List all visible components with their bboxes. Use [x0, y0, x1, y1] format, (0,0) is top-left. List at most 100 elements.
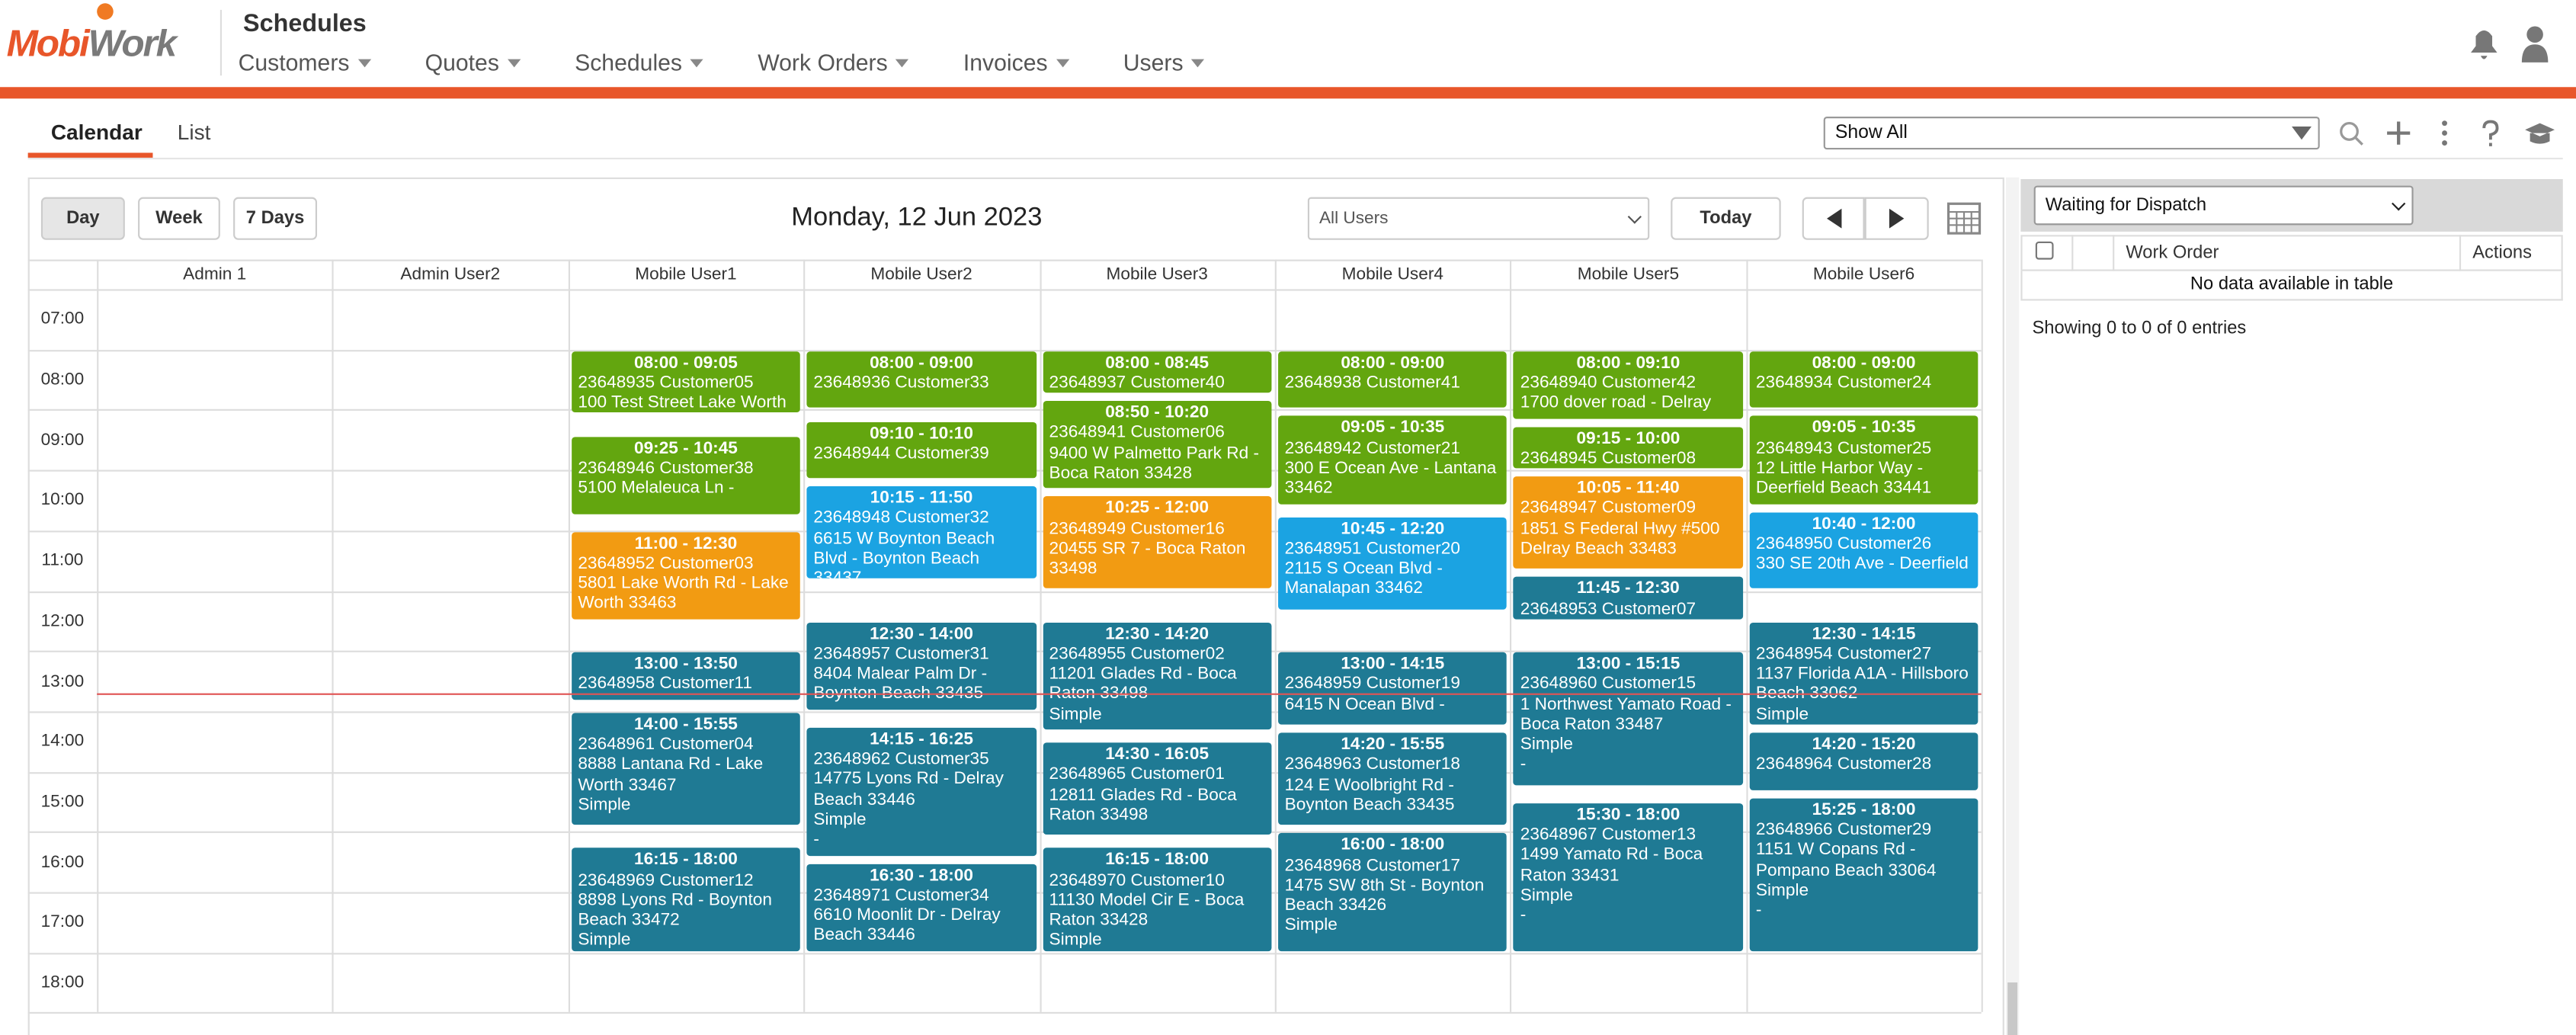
- nav-item[interactable]: Users: [1123, 50, 1205, 75]
- help-icon[interactable]: [2482, 120, 2499, 146]
- event[interactable]: 08:00 - 08:45 23648937 Customer40: [1042, 351, 1272, 393]
- hour-line: [27, 590, 1982, 593]
- event-time: 10:40 - 12:00: [1812, 513, 1916, 534]
- nav-item[interactable]: Customers: [239, 50, 371, 75]
- event-time: 08:00 - 09:10: [1576, 352, 1680, 373]
- event[interactable]: 16:00 - 18:00 23648968 Customer17 1475 SW …: [1278, 833, 1507, 951]
- next-button[interactable]: [1864, 197, 1929, 240]
- event[interactable]: 08:00 - 09:10 23648940 Customer42 1700 dov…: [1514, 351, 1743, 418]
- nav-item[interactable]: Work Orders: [758, 50, 909, 75]
- add-icon[interactable]: [2387, 121, 2411, 145]
- hour-line: [27, 711, 1982, 713]
- event[interactable]: 12:30 - 14:00 23648957 Customer31 8404 Mal…: [806, 622, 1036, 710]
- tab-active[interactable]: Calendar: [50, 120, 143, 145]
- view-button[interactable]: 7 Days: [233, 197, 318, 240]
- event-time: 15:25 - 18:00: [1812, 799, 1916, 820]
- event[interactable]: 13:00 - 15:15 23648960 Customer15 1 Northw…: [1514, 652, 1743, 785]
- column-header: Mobile User3: [1106, 264, 1208, 284]
- event-time: 09:05 - 10:35: [1812, 418, 1916, 438]
- calendar-icon[interactable]: [1946, 200, 1982, 235]
- nav-item[interactable]: Schedules: [575, 50, 704, 75]
- event[interactable]: 12:30 - 14:20 23648955 Customer02 11201 Gl…: [1042, 622, 1272, 730]
- bell-icon[interactable]: [2471, 30, 2498, 59]
- view-button[interactable]: Day: [40, 197, 125, 240]
- nav-label: Work Orders: [758, 49, 888, 76]
- event-time: 13:00 - 14:15: [1341, 654, 1445, 675]
- nav-item[interactable]: Invoices: [963, 50, 1069, 75]
- event[interactable]: 09:05 - 10:35 23648942 Customer21 300 E Oc…: [1278, 416, 1507, 504]
- event[interactable]: 08:00 - 09:05 23648935 Customer05 100 Test…: [571, 351, 801, 414]
- event[interactable]: 12:30 - 14:15 23648954 Customer27 1137 Flo…: [1749, 622, 1978, 725]
- prev-button[interactable]: [1802, 197, 1865, 240]
- divider: [219, 9, 223, 76]
- event[interactable]: 14:20 - 15:20 23648964 Customer28: [1749, 732, 1978, 790]
- column-line: [1982, 259, 1984, 1013]
- column-header[interactable]: Work Order: [2126, 243, 2219, 263]
- event-time: 09:15 - 10:00: [1576, 428, 1680, 448]
- event-time: 16:15 - 18:00: [633, 850, 738, 870]
- event-detail: Simple: [1755, 880, 1809, 900]
- event-time: 13:00 - 13:50: [633, 654, 738, 675]
- select-all-checkbox[interactable]: [2035, 241, 2054, 260]
- event[interactable]: 10:40 - 12:00 23648950 Customer26 330 SE 2…: [1749, 511, 1978, 589]
- event-detail: -: [1520, 905, 1527, 925]
- event-time: 14:15 - 16:25: [870, 729, 973, 750]
- column-line: [568, 259, 570, 1013]
- event[interactable]: 16:30 - 18:00 23648971 Customer34 6610 Moo…: [806, 864, 1036, 951]
- event[interactable]: 13:00 - 13:50 23648958 Customer11: [571, 652, 801, 700]
- event[interactable]: 11:45 - 12:30 23648953 Customer07: [1514, 577, 1743, 620]
- event[interactable]: 09:15 - 10:00 23648945 Customer08: [1514, 426, 1743, 469]
- event[interactable]: 08:00 - 09:00 23648938 Customer41: [1278, 351, 1507, 409]
- event[interactable]: 11:00 - 12:30 23648952 Customer03 5801 Lak…: [571, 531, 801, 620]
- event[interactable]: 08:00 - 09:00 23648936 Customer33: [806, 351, 1036, 409]
- event-title: 23648938 Customer41: [1284, 373, 1460, 393]
- event[interactable]: 13:00 - 14:15 23648959 Customer19 6415 N O…: [1278, 652, 1507, 725]
- event[interactable]: 10:45 - 12:20 23648951 Customer20 2115 S O…: [1278, 517, 1507, 610]
- event[interactable]: 09:10 - 10:10 23648944 Customer39: [806, 421, 1036, 479]
- dispatch-filter[interactable]: Waiting for Dispatch: [2033, 185, 2414, 226]
- event[interactable]: 09:25 - 10:45 23648946 Customer38 5100 Mel…: [571, 436, 801, 514]
- event[interactable]: 14:15 - 16:25 23648962 Customer35 14775 Ly…: [806, 728, 1036, 856]
- event[interactable]: 15:30 - 18:00 23648967 Customer13 1499 Yam…: [1514, 803, 1743, 951]
- event[interactable]: 09:05 - 10:35 23648943 Customer25 12 Littl…: [1749, 416, 1978, 504]
- event-time: 14:20 - 15:55: [1341, 734, 1445, 755]
- tab[interactable]: List: [177, 120, 211, 145]
- event-time: 14:20 - 15:20: [1812, 734, 1916, 755]
- learn-icon[interactable]: [2525, 123, 2555, 144]
- prev-arrow: [1825, 208, 1841, 229]
- user-icon[interactable]: [2526, 26, 2543, 43]
- event[interactable]: 14:30 - 16:05 23648965 Customer01 12811 Gl…: [1042, 742, 1272, 835]
- today-button[interactable]: Today: [1671, 197, 1781, 240]
- dispatch-filter-value: Waiting for Dispatch: [2045, 195, 2207, 216]
- filter-select[interactable]: Show All: [1823, 117, 2320, 150]
- nav-label: Quotes: [425, 49, 499, 76]
- search-icon[interactable]: [2340, 122, 2359, 141]
- event-time: 08:00 - 09:05: [633, 352, 738, 373]
- menu-icon[interactable]: [2442, 120, 2447, 127]
- event-detail: 11130 Model Cir E - Boca Raton 33428: [1049, 890, 1245, 931]
- event[interactable]: 16:15 - 18:00 23648969 Customer12 8898 Lyo…: [571, 848, 801, 951]
- column-line: [803, 259, 806, 1013]
- nav-caret: [507, 58, 521, 67]
- event[interactable]: 15:25 - 18:00 23648966 Customer29 1151 W C…: [1749, 798, 1978, 951]
- event[interactable]: 14:00 - 15:55 23648961 Customer04 8888 Lan…: [571, 713, 801, 825]
- nav-item[interactable]: Quotes: [425, 50, 521, 75]
- event[interactable]: 08:50 - 10:20 23648941 Customer06 9400 W P…: [1042, 401, 1272, 489]
- event-detail: 124 E Woolbright Rd - Boynton Beach 3343…: [1284, 774, 1455, 815]
- hour-label: 07:00: [40, 309, 85, 329]
- view-button[interactable]: Week: [138, 197, 220, 240]
- user-filter[interactable]: All Users: [1307, 197, 1650, 240]
- event[interactable]: 10:05 - 11:40 23648947 Customer09 1851 S F…: [1514, 476, 1743, 569]
- event[interactable]: 10:25 - 12:00 23648949 Customer16 20455 SR…: [1042, 496, 1272, 589]
- hour-line: [27, 409, 1982, 412]
- event[interactable]: 16:15 - 18:00 23648970 Customer10 11130 Mo…: [1042, 848, 1272, 951]
- next-arrow: [1889, 208, 1905, 229]
- event-time: 11:45 - 12:30: [1577, 578, 1680, 599]
- event-detail: Simple: [1520, 734, 1573, 755]
- event[interactable]: 08:00 - 09:00 23648934 Customer24: [1749, 351, 1978, 409]
- event-title: 23648934 Customer24: [1755, 373, 1932, 393]
- event[interactable]: 14:20 - 15:55 23648963 Customer18 124 E Wo…: [1278, 732, 1507, 825]
- hour-line: [27, 349, 1982, 351]
- event[interactable]: 10:15 - 11:50 23648948 Customer32 6615 W B…: [806, 486, 1036, 579]
